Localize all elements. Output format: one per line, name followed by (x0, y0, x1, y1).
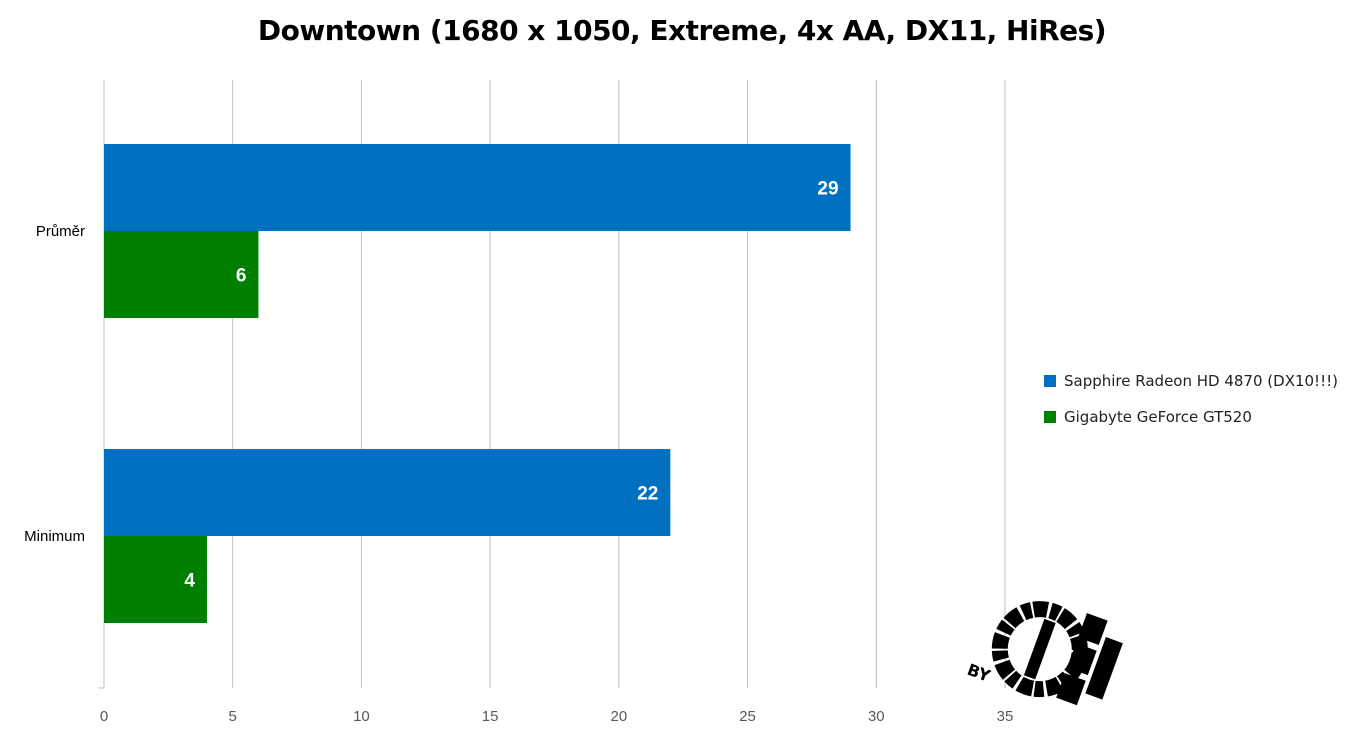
x-tick-label: 0 (100, 708, 108, 725)
x-tick-label: 25 (739, 708, 756, 725)
labels: 0 5 10 15 20 25 30 35 Průměr 29 6 Minimum 22 4 (24, 179, 1013, 726)
legend-label: Sapphire Radeon HD 4870 (DX10!!!) (1064, 372, 1338, 390)
bars (104, 144, 851, 623)
x-tick-label: 10 (353, 708, 370, 725)
data-label: 29 (817, 179, 838, 200)
x-tick-label: 35 (997, 708, 1014, 725)
chart-title: Downtown (1680 x 1050, Extreme, 4x AA, D… (257, 14, 1107, 47)
legend-item: Sapphire Radeon HD 4870 (DX10!!!) (1044, 370, 1338, 392)
legend-label: Gigabyte GeForce GT520 (1064, 408, 1252, 426)
category-label: Minimum (24, 528, 85, 545)
category-label: Průměr (36, 223, 85, 240)
legend-swatch (1044, 411, 1056, 423)
x-tick-label: 30 (868, 708, 885, 725)
x-tick-label: 15 (482, 708, 499, 725)
watermark-by: BY (965, 660, 993, 686)
bar (104, 536, 207, 623)
bar (104, 144, 851, 231)
legend: Sapphire Radeon HD 4870 (DX10!!!) Gigaby… (1044, 370, 1338, 442)
legend-swatch (1044, 375, 1056, 387)
data-label: 4 (184, 571, 195, 592)
data-label: 22 (637, 484, 658, 505)
bar (104, 449, 671, 536)
data-label: 6 (236, 266, 247, 287)
legend-item: Gigabyte GeForce GT520 (1044, 406, 1338, 428)
grunge-logo-icon: BY (965, 601, 1123, 706)
x-tick-label: 20 (611, 708, 628, 725)
x-tick-label: 5 (229, 708, 237, 725)
watermark-logo: BY (965, 585, 1145, 739)
bar (104, 231, 259, 318)
